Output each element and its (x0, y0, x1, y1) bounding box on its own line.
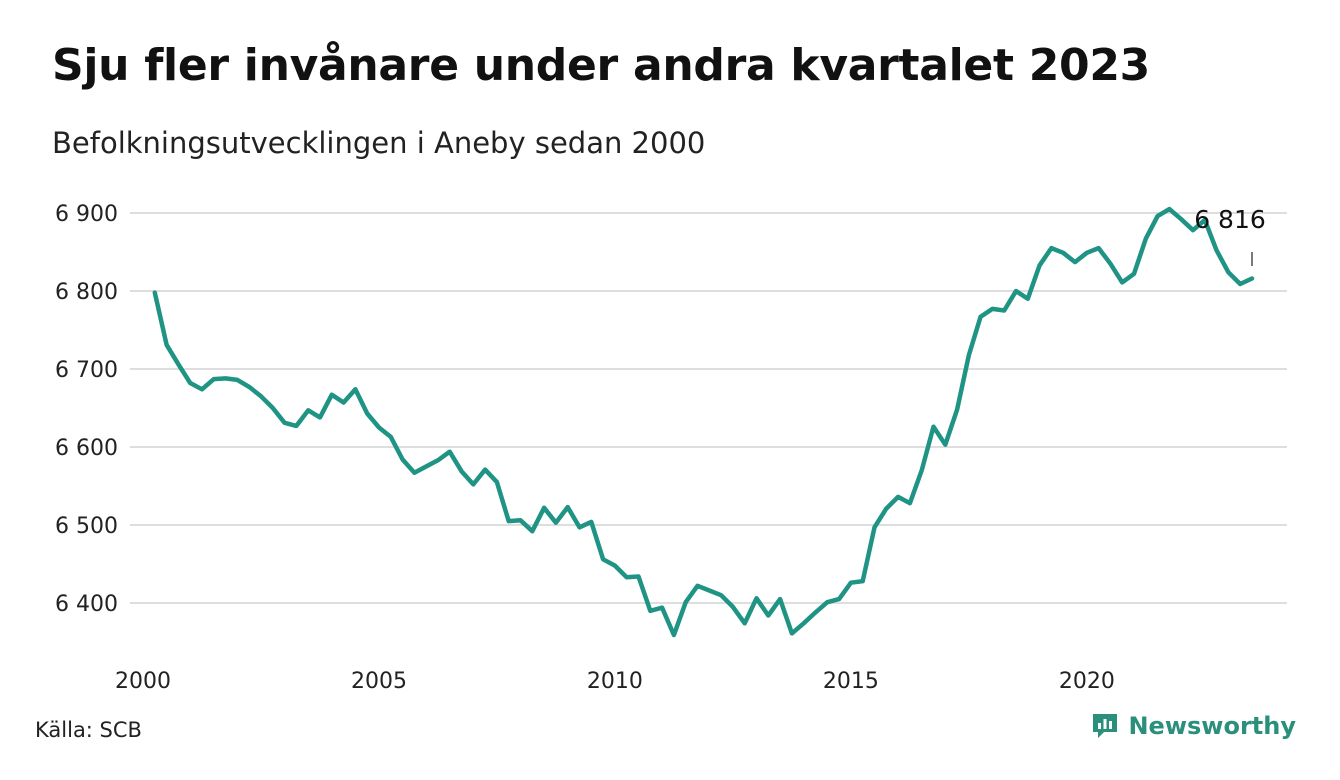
x-tick-label: 2005 (351, 669, 407, 694)
brand-logo: Newsworthy (1090, 711, 1296, 741)
y-tick-label: 6 400 (55, 592, 118, 617)
x-axis-ticks: 2000 2005 2010 2015 2020 (115, 669, 1115, 694)
chart-subtitle: Befolkningsutvecklingen i Aneby sedan 20… (52, 126, 706, 160)
series-line (152, 206, 1255, 638)
y-axis-ticks: 6 400 6 500 6 600 6 700 6 800 6 900 (55, 202, 118, 617)
chart-title: Sju fler invånare under andra kvartalet … (52, 40, 1150, 91)
newsworthy-icon (1093, 714, 1118, 738)
brand-name: Newsworthy (1128, 712, 1296, 740)
y-tick-label: 6 500 (55, 514, 118, 539)
gridlines (130, 212, 1287, 604)
x-tick-label: 2015 (823, 669, 879, 694)
x-tick-label: 2010 (587, 669, 643, 694)
x-tick-label: 2020 (1059, 669, 1115, 694)
y-tick-label: 6 800 (55, 280, 118, 305)
y-tick-label: 6 900 (55, 202, 118, 227)
y-tick-label: 6 700 (55, 358, 118, 383)
source-note: Källa: SCB (35, 718, 142, 742)
y-tick-label: 6 600 (55, 436, 118, 461)
last-value-label: 6 816 (1194, 205, 1266, 234)
x-tick-label: 2000 (115, 669, 171, 694)
